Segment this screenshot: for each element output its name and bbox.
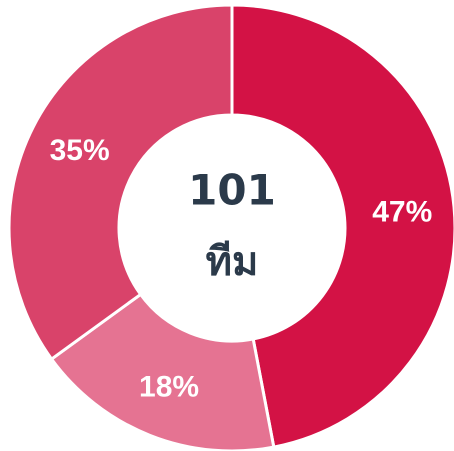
slice xyxy=(7,3,234,362)
slice-label: 47% xyxy=(372,195,432,228)
center-title: 101 xyxy=(188,166,276,215)
slice-label: 18% xyxy=(139,370,199,403)
slice-label: 35% xyxy=(50,134,110,167)
center-subtitle: ทีม xyxy=(206,239,259,285)
slices xyxy=(7,3,454,451)
slice xyxy=(49,292,276,451)
slice xyxy=(230,3,454,449)
labels: 47% 18% 35% xyxy=(50,134,433,404)
